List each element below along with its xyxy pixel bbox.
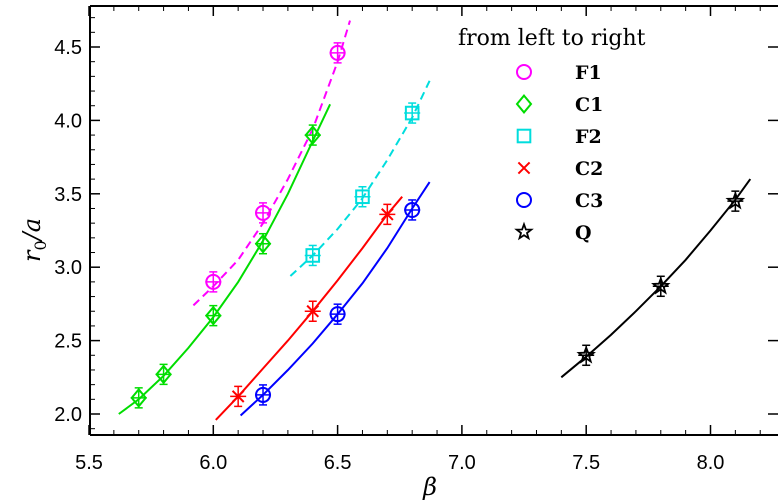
fit-curve-f1 xyxy=(192,20,351,307)
data-point-c1 xyxy=(155,363,172,386)
legend-label: F1 xyxy=(575,62,602,84)
data-point-f1 xyxy=(205,271,222,293)
data-point-f2 xyxy=(304,244,321,267)
fit-curve-c1 xyxy=(118,103,332,415)
axes: 5.5 6.0 6.5 7.0 7.5 8.0 2.0 2.5 3.0 3.5 4.0 4.5 xyxy=(54,5,778,474)
data-point-c1 xyxy=(130,387,148,409)
y-tick-label: 2.0 xyxy=(54,404,82,426)
data-point-q xyxy=(576,344,596,367)
legend-label: Q xyxy=(575,222,592,244)
x-tick-label: 8.0 xyxy=(697,452,725,474)
legend-entry-f1: F1 xyxy=(516,62,602,84)
data-point-c3 xyxy=(255,384,272,406)
fit-curves xyxy=(118,20,752,421)
data-points xyxy=(130,42,746,409)
data-point-f2 xyxy=(354,185,371,208)
x-tick-label: 6.5 xyxy=(324,452,352,474)
data-point-c1 xyxy=(254,232,272,255)
y-tick-label: 3.0 xyxy=(54,257,82,279)
legend-marker xyxy=(517,161,531,175)
data-point-c2 xyxy=(379,203,396,226)
y-axis-label: r0/a xyxy=(18,218,50,262)
data-point-c3 xyxy=(329,303,346,325)
legend-entry-c3: C3 xyxy=(516,190,603,212)
legend: from left to right F1 C1 F2 C2 C3 Q xyxy=(458,26,646,244)
legend-entry-c1: C1 xyxy=(515,94,603,116)
legend-marker xyxy=(515,94,533,114)
data-point-c2 xyxy=(230,385,247,408)
legend-marker xyxy=(516,192,532,208)
x-tick-label: 5.5 xyxy=(75,452,103,474)
legend-entry-c2: C2 xyxy=(517,158,603,180)
data-point-q xyxy=(651,275,671,298)
y-tick-label: 4.0 xyxy=(54,110,82,132)
data-point-c3 xyxy=(404,199,421,221)
legend-label: C3 xyxy=(575,190,603,212)
data-point-f1 xyxy=(329,42,346,64)
x-axis-label: β xyxy=(422,473,437,501)
legend-title: from left to right xyxy=(458,26,646,51)
x-tick-label: 7.0 xyxy=(448,452,476,474)
legend-marker xyxy=(516,64,532,80)
y-tick-label: 2.5 xyxy=(54,331,82,353)
y-tick-label: 3.5 xyxy=(54,184,82,206)
y-tick-label: 4.5 xyxy=(54,37,82,59)
data-point-c1 xyxy=(204,304,222,327)
legend-label: C1 xyxy=(575,94,603,116)
legend-marker xyxy=(516,128,532,144)
fit-curve-f2 xyxy=(289,80,431,277)
legend-entry-q: Q xyxy=(514,221,592,244)
legend-label: F2 xyxy=(575,126,602,148)
data-point-c1 xyxy=(304,124,322,146)
legend-marker xyxy=(514,221,534,241)
x-tick-label: 7.5 xyxy=(572,452,600,474)
legend-label: C2 xyxy=(575,158,603,180)
data-point-f2 xyxy=(404,102,421,124)
y-axis-label-group: r0/a xyxy=(18,218,50,262)
data-point-q xyxy=(725,190,746,212)
data-point-c2 xyxy=(304,300,321,322)
data-point-f1 xyxy=(255,202,272,224)
x-tick-label: 6.0 xyxy=(199,452,227,474)
legend-entry-f2: F2 xyxy=(516,126,602,148)
